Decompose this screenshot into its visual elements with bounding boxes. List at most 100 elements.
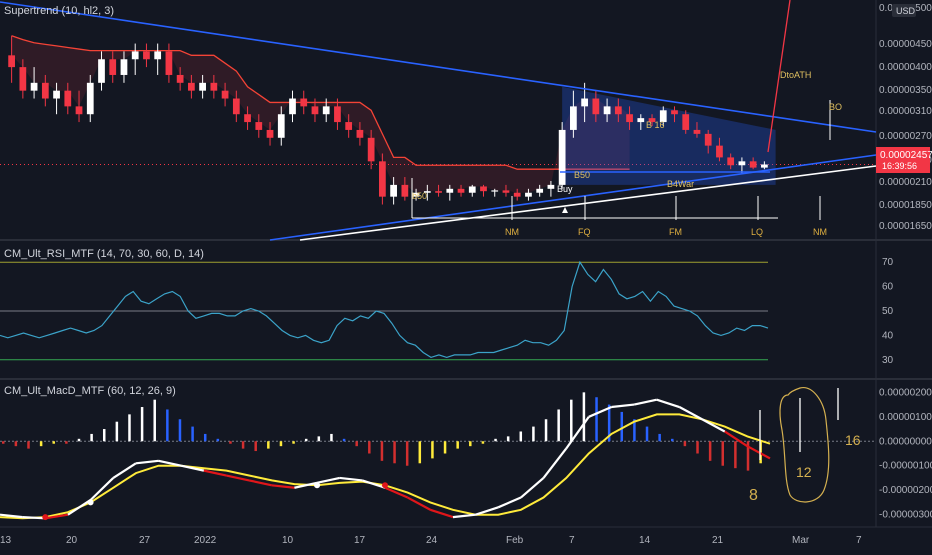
candle-body xyxy=(188,82,195,91)
candle-body xyxy=(446,188,454,193)
rsi-tick-label: 30 xyxy=(882,355,894,366)
macd-histogram-bar xyxy=(494,438,497,442)
macd-histogram-bar xyxy=(317,436,321,442)
candle-body xyxy=(199,82,206,91)
price-axis[interactable]: 0.00000500000.000004500000.000004000000.… xyxy=(879,3,932,232)
candle xyxy=(659,106,667,126)
candle-body xyxy=(682,114,690,130)
macd-histogram-bar xyxy=(607,404,611,442)
price-tick-label: 0.00000400000 xyxy=(879,62,932,73)
candle xyxy=(693,122,701,138)
macd-bull-segment xyxy=(475,506,499,516)
candle xyxy=(525,188,532,201)
candle xyxy=(648,114,656,126)
currency-badge[interactable]: USD xyxy=(892,4,916,17)
macd-tick-label: 0.00000000 xyxy=(879,436,932,447)
macd-bear-segment xyxy=(226,474,250,482)
macd-bull-segment xyxy=(678,406,703,421)
rsi-pane[interactable] xyxy=(0,260,769,361)
macd-histogram-bar xyxy=(431,441,434,459)
cycle-label-1: FQ xyxy=(578,227,591,237)
macd-axis[interactable]: 0.00000200 0.00000100 0.00000000 -0.0000010… xyxy=(879,387,932,520)
b16-label: B 16 xyxy=(646,120,665,130)
candle xyxy=(232,90,240,123)
macd-histogram-bar xyxy=(27,441,30,449)
candle-body xyxy=(648,118,656,123)
candle xyxy=(716,137,723,162)
bar-countdown: 16:39:56 xyxy=(882,161,917,171)
candle-body xyxy=(232,98,240,115)
candle-body xyxy=(412,192,420,197)
supertrend-layer xyxy=(0,35,876,193)
candle-body xyxy=(345,122,353,130)
macd-histogram-bar xyxy=(721,441,725,466)
macd-histogram-bar xyxy=(683,441,687,447)
macd-histogram-bar xyxy=(469,441,472,447)
candle-body xyxy=(603,106,611,115)
candle-body xyxy=(457,188,465,193)
buy-arrow-icon xyxy=(562,207,568,213)
macd-histogram-bar xyxy=(658,433,661,442)
macd-histogram-bar xyxy=(418,441,422,464)
macd-pane[interactable]: 8 12 16 xyxy=(0,387,876,521)
macd-cross-dot xyxy=(382,482,388,489)
macd-tick-label: 0.00000200 xyxy=(879,387,932,398)
macd-histogram-bar xyxy=(203,433,207,442)
supertrend-fill xyxy=(11,35,630,193)
candle-body xyxy=(704,133,712,146)
macd-bull-segment xyxy=(633,398,657,406)
macd-histogram-bar xyxy=(241,441,245,449)
last-price-badge-bg xyxy=(876,147,930,173)
candle-body xyxy=(749,161,757,168)
candle xyxy=(311,98,319,123)
time-axis[interactable]: 13 20 27 2022 10 17 24 Feb 7 14 21 Mar 7 xyxy=(0,535,862,546)
macd-histogram-bar xyxy=(532,426,535,442)
candle-body xyxy=(98,59,105,83)
macd-bull-segment xyxy=(701,418,726,433)
macd-histogram-bar xyxy=(481,441,485,444)
candle-body xyxy=(367,137,375,162)
candle-body xyxy=(693,129,701,134)
macd-bear-segment xyxy=(248,479,272,487)
macd-histogram-bar xyxy=(620,411,624,442)
time-tick-label: 13 xyxy=(0,535,12,546)
candle-body xyxy=(311,106,319,115)
macd-histogram-bar xyxy=(544,419,548,442)
macd-histogram-bar xyxy=(405,441,409,466)
candle-body xyxy=(30,82,38,91)
candle-body xyxy=(165,51,173,75)
macd-bull-segment xyxy=(294,481,318,489)
candle xyxy=(98,51,105,91)
candle-body xyxy=(334,106,341,123)
macd-bear-segment xyxy=(746,445,771,460)
candle-body xyxy=(626,114,633,123)
dtoath-label: DtoATH xyxy=(780,70,811,80)
macd-cross-dot xyxy=(42,514,49,521)
trendline-layer xyxy=(0,0,877,241)
macd-histogram-bar xyxy=(166,409,169,442)
macd-bull-segment xyxy=(316,476,340,484)
macd-pane-title: CM_Ult_MacD_MTF (60, 12, 26, 9) xyxy=(4,385,176,397)
macd-histogram-bar xyxy=(595,397,598,442)
rsi-axis[interactable]: 70 60 50 40 30 xyxy=(882,257,894,366)
macd-histogram-bar xyxy=(191,426,194,442)
candle xyxy=(603,98,611,123)
macd-cross-dot xyxy=(314,482,321,489)
candle xyxy=(30,67,38,99)
candle-body xyxy=(322,106,330,115)
macd-histogram-bar xyxy=(140,407,144,442)
candle xyxy=(682,110,690,134)
macd-tick-label: -0.00000100 xyxy=(879,461,932,472)
candle xyxy=(64,82,72,115)
macd-bull-segment xyxy=(67,499,92,516)
candle-body xyxy=(356,129,364,138)
price-tick-label: 0.00001650000 xyxy=(879,221,932,232)
price-tick-label: 0.00000270000 xyxy=(879,131,932,142)
candle xyxy=(86,74,94,123)
candle xyxy=(244,106,251,130)
macd-bull-segment xyxy=(135,459,159,465)
macd-histogram-bar xyxy=(153,399,156,442)
candle xyxy=(334,98,341,130)
